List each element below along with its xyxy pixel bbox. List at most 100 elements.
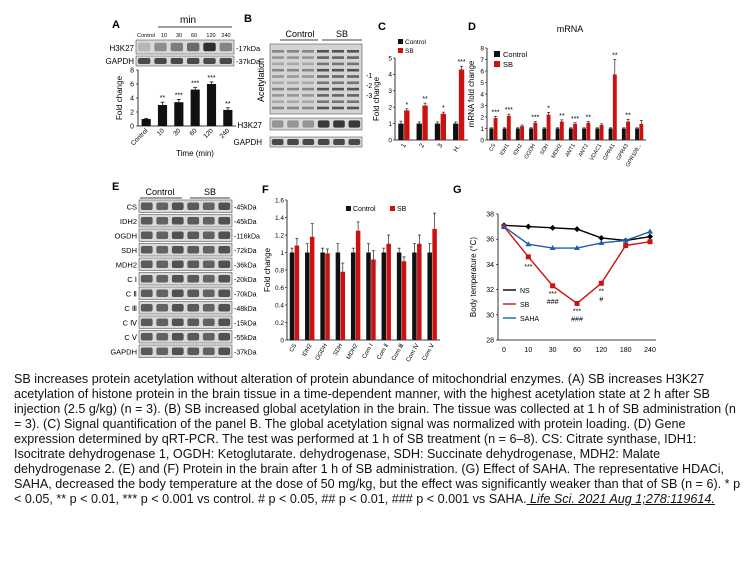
panel-d-bar: [586, 122, 591, 140]
panel-f-x-tick-label: Com Ⅲ: [391, 343, 405, 362]
panel-b-smear-band: [287, 81, 299, 85]
panel-e-blot-band: [156, 202, 169, 210]
panel-b-smear-band: [302, 81, 314, 85]
panel-d-y-tick-label: 2: [480, 114, 484, 121]
panel-e-blot-band: [187, 333, 200, 341]
panel-e-blot-strip: [138, 257, 233, 271]
panel-e-blot-band: [156, 246, 169, 254]
panel-a-y-label: Fold change: [115, 75, 124, 120]
panel-b-smear-band: [317, 56, 329, 59]
figure-caption: SB increases protein acetylation without…: [14, 372, 744, 507]
panel-b-smear-band: [302, 75, 314, 78]
panel-g-point: [598, 234, 605, 241]
panel-b-group-label: Control: [285, 29, 314, 39]
panel-a-y-tick-label: 8: [130, 68, 134, 75]
panel-f-bar: [289, 252, 295, 340]
panel-e-kda: -37kDa: [234, 350, 257, 357]
panel-f-bar: [325, 253, 330, 340]
panel-g-point: [647, 239, 653, 245]
panel-a-sig-label: **: [225, 101, 231, 108]
panel-d-legend-swatch: [494, 61, 500, 67]
panel-g-point: [549, 224, 556, 231]
panel-b-smear-band: [272, 56, 284, 59]
citation-link[interactable]: Life Sci. 2021 Aug 1;278:119614.: [526, 492, 715, 506]
panel-d-sig-label: ***: [531, 115, 539, 122]
panel-e-kda: -45kDa: [234, 219, 257, 226]
panel-c-bar: [404, 110, 410, 140]
panel-d-bar: [621, 128, 626, 140]
panel-b-smear-band: [347, 75, 359, 78]
panel-e-blot-band: [156, 217, 169, 225]
panel-f-legend-swatch: [390, 206, 395, 211]
panel-c-bar: [422, 105, 428, 140]
panel-e-blot-band: [202, 217, 215, 225]
panel-c-y-tick-label: 2: [388, 105, 392, 112]
panel-g-point: [622, 237, 629, 243]
panel-b-smear-band: [347, 50, 359, 53]
panel-g-hash-label: #: [599, 296, 603, 303]
panel-a-letter: A: [112, 19, 120, 31]
panel-d-bar: [502, 128, 507, 140]
panel-f-bar: [417, 243, 422, 340]
panel-e-blot-band: [140, 318, 153, 326]
panel-d-sig-label: *: [547, 105, 550, 112]
panel-g-y-label: Body temperature (°C): [469, 237, 478, 317]
panel-b: B Control SB Acetylation -1 -2 -3 H3K27 GAPDH: [234, 13, 372, 148]
panel-f-bar: [427, 252, 432, 340]
panel-d-bar: [546, 114, 551, 140]
panel-g-point: [574, 226, 580, 233]
panel-a-sig-label: ***: [207, 75, 215, 82]
panel-e-kda: -15kDa: [234, 321, 257, 328]
panel-a-gapdh-blot-band: [170, 58, 184, 64]
panel-a-x-label: Time (min): [176, 149, 214, 158]
panel-f-y-label: Fold change: [263, 247, 272, 292]
panel-a-blot-label: GAPDH: [106, 57, 135, 66]
panel-b-smear-band: [347, 56, 359, 59]
panel-a-gapdh-blot-strip: [135, 55, 235, 67]
panel-d-bar: [608, 128, 613, 140]
panel-g-point: [525, 254, 531, 260]
panel-c-sig-label: ***: [457, 59, 465, 66]
panel-g-y-tick-label: 32: [486, 287, 494, 294]
panel-a-bar: [174, 102, 184, 126]
panel-g-y-tick-label: 36: [486, 237, 494, 244]
panel-e-blot-band: [171, 318, 184, 326]
panel-b-band-label: -2: [366, 83, 372, 90]
panel-b-smear-band: [272, 68, 284, 72]
panel-d-title: mRNA: [557, 24, 584, 34]
panel-e-blot-band: [140, 289, 153, 297]
panel-g-point: [574, 300, 580, 306]
panel-d-letter: D: [468, 21, 476, 33]
panel-f-x-tick-label: Com Ⅳ: [406, 343, 421, 364]
panel-d-y-tick-label: 6: [480, 68, 484, 75]
panel-a-bar: [206, 84, 217, 126]
panel-b-smear-band: [347, 68, 359, 72]
panel-c-sig-label: *: [442, 105, 445, 112]
panel-d-sig-label: ***: [491, 109, 499, 116]
panel-g-point: [647, 233, 653, 240]
panel-e-blot-band: [187, 231, 200, 239]
panel-b-smear-band: [272, 106, 284, 110]
panel-g-legend-label: SAHA: [520, 316, 539, 323]
panel-b-band-label: -3: [366, 93, 372, 100]
panel-g-letter: G: [453, 184, 462, 196]
panel-b-h3k27-blot-band: [271, 120, 284, 128]
panel-d-legend-swatch: [494, 51, 500, 57]
panel-e-blot-band: [171, 333, 184, 341]
panel-c-bar: [440, 113, 446, 140]
panel-a-h3k27-blot-band: [154, 42, 167, 52]
panel-g-x-tick-label: 120: [595, 347, 607, 354]
panel-f-y-tick-label: 0.4: [275, 302, 284, 309]
panel-g-point: [501, 223, 507, 229]
panel-g-x-tick-label: 30: [549, 347, 557, 354]
panel-a-gapdh-blot-band: [186, 58, 200, 64]
panel-f-bar: [309, 236, 315, 340]
panel-b-smear-band: [287, 62, 299, 66]
panel-d-sig-label: **: [612, 53, 618, 60]
panel-d-sig-label: ***: [505, 107, 513, 114]
panel-g-sig-label: ***: [524, 264, 532, 271]
panel-d-legend-label: Control: [503, 50, 528, 59]
panel-b-smear-band: [332, 81, 344, 85]
panel-b-smear-band: [272, 81, 284, 85]
